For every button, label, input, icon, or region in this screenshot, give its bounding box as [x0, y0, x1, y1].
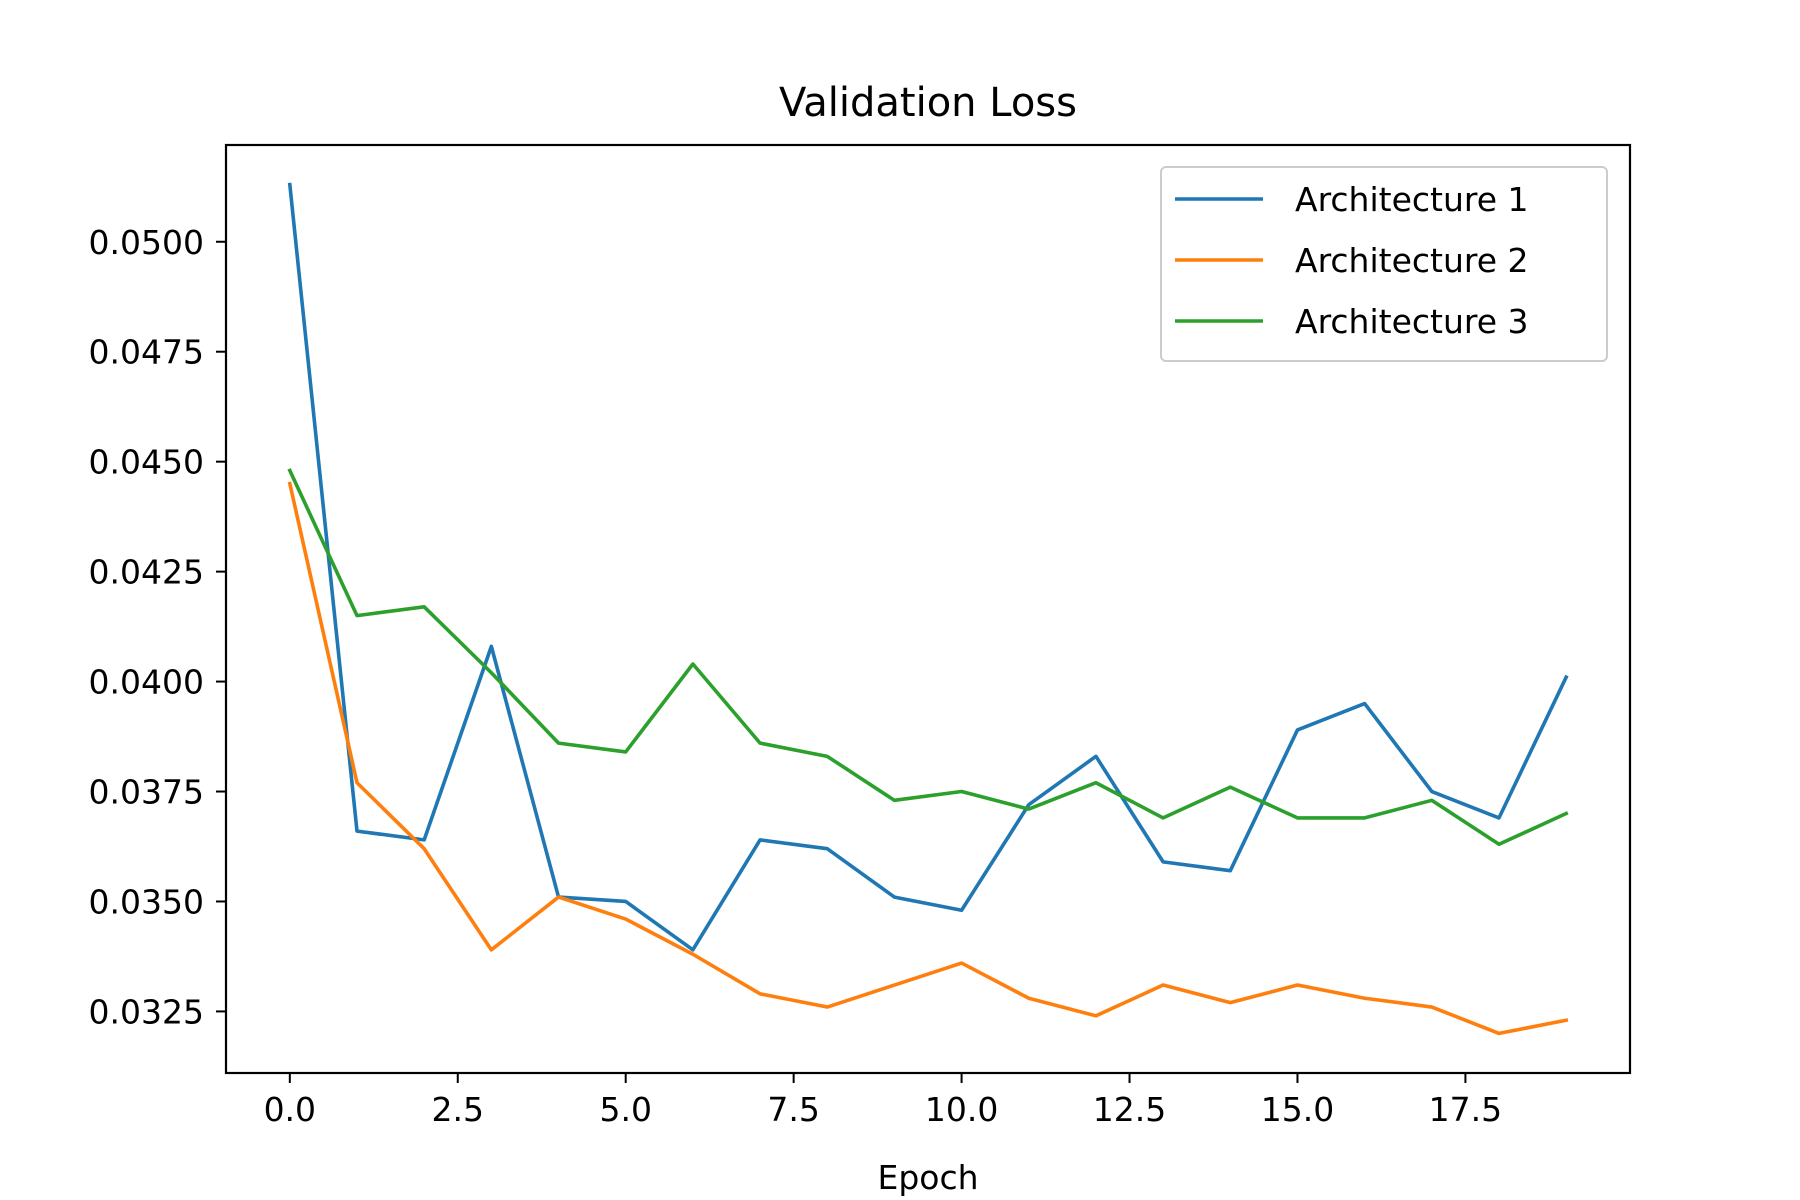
- legend-label-2: Architecture 2: [1295, 241, 1529, 280]
- y-tick-label: 0.0450: [89, 443, 204, 482]
- x-tick-label: 12.5: [1093, 1090, 1166, 1129]
- y-tick-label: 0.0400: [89, 663, 204, 702]
- x-tick-label: 17.5: [1429, 1090, 1502, 1129]
- y-tick-label: 0.0475: [89, 333, 204, 372]
- legend: Architecture 1 Architecture 2 Architecture…: [1160, 166, 1608, 362]
- x-axis: 0.0 2.5 5.0 7.5 10.0 12.5 15.0 17.5: [264, 1073, 1502, 1129]
- series-line-3: [287, 468, 1569, 847]
- plot-frame: [224, 143, 1632, 1075]
- y-axis: 0.0325 0.0350 0.0375 0.0400 0.0425 0.0450 0.04…: [89, 223, 226, 1031]
- x-tick-label: 10.0: [925, 1090, 998, 1129]
- x-tick-label: 7.5: [767, 1090, 819, 1129]
- x-axis-label: Epoch: [877, 1158, 978, 1197]
- legend-label-1: Architecture 1: [1295, 180, 1529, 219]
- legend-frame: [1160, 166, 1608, 362]
- legend-label-3: Architecture 3: [1295, 302, 1529, 341]
- series-layer: [287, 182, 1569, 1036]
- x-tick-label: 0.0: [264, 1090, 316, 1129]
- y-tick-label: 0.0375: [89, 773, 204, 812]
- x-tick-label: 5.0: [599, 1090, 651, 1129]
- y-tick-label: 0.0325: [89, 992, 204, 1031]
- chart-title: Validation Loss: [779, 80, 1077, 126]
- series-line-1: [287, 182, 1569, 952]
- x-tick-label: 2.5: [432, 1090, 484, 1129]
- x-tick-label: 15.0: [1261, 1090, 1334, 1129]
- y-tick-label: 0.0350: [89, 882, 204, 921]
- legend-items: Architecture 1 Architecture 2 Architecture…: [1175, 180, 1529, 341]
- y-tick-label: 0.0500: [89, 223, 204, 262]
- series-line-2: [287, 481, 1569, 1036]
- y-tick-label: 0.0425: [89, 553, 204, 592]
